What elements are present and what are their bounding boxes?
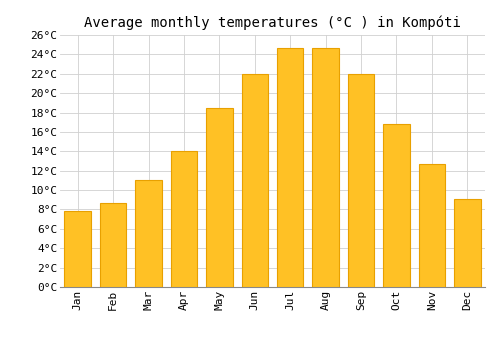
- Bar: [242, 74, 268, 287]
- Bar: [100, 203, 126, 287]
- Title: Average monthly temperatures (°C ) in Kompóti: Average monthly temperatures (°C ) in Ko…: [84, 15, 461, 30]
- Bar: [383, 124, 409, 287]
- Bar: [64, 211, 91, 287]
- Bar: [136, 180, 162, 287]
- Bar: [277, 48, 303, 287]
- Bar: [312, 48, 339, 287]
- Bar: [454, 199, 480, 287]
- Bar: [418, 164, 445, 287]
- Bar: [206, 108, 233, 287]
- Bar: [348, 74, 374, 287]
- Bar: [170, 151, 197, 287]
